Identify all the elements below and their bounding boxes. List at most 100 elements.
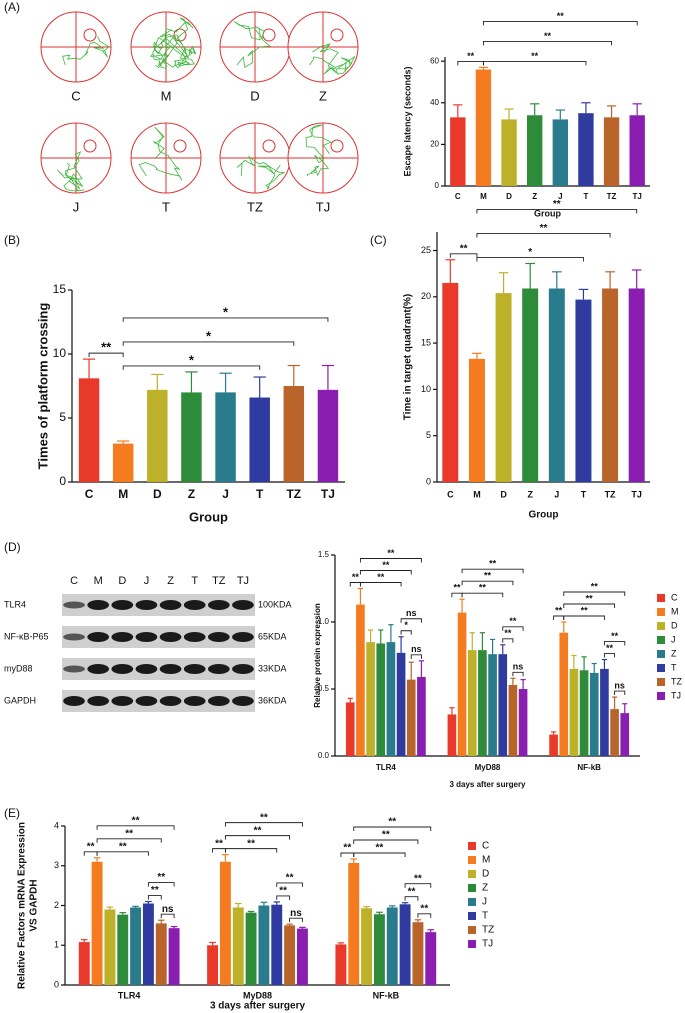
significance-label: ns	[614, 680, 625, 690]
significance-bracket	[289, 917, 303, 923]
blot-lane-label: TZ	[212, 575, 226, 587]
maze-platform	[330, 28, 344, 42]
bar	[366, 642, 375, 756]
significance-label: **	[101, 340, 112, 355]
maze-label: C	[71, 88, 80, 103]
y-tick-label: 4	[54, 820, 59, 830]
significance-label: ns	[162, 904, 174, 915]
blot-band	[63, 696, 85, 706]
bar	[376, 643, 386, 756]
blot-strip	[62, 594, 255, 616]
significance-label: *	[528, 247, 532, 258]
significance-bracket	[276, 882, 303, 887]
significance-bracket	[603, 641, 626, 646]
blot-strip	[62, 658, 255, 680]
blot-lane-label: T	[191, 575, 198, 587]
y-axis-title: Times of platform crossing	[35, 303, 50, 470]
blot-band	[207, 600, 230, 610]
blot-row-label: GAPDH	[4, 695, 36, 705]
bar	[478, 650, 487, 756]
blot-band	[232, 664, 254, 674]
x-axis-title: 3 days after surgery	[449, 780, 526, 789]
legend-label: TZ	[482, 925, 494, 936]
maze-platform	[330, 139, 344, 153]
blot-band	[207, 696, 230, 706]
significance-label: **	[87, 841, 95, 852]
significance-bracket	[553, 615, 565, 620]
bar	[552, 119, 568, 186]
legend-swatch	[468, 870, 476, 878]
y-axis-title: Relative Factors mRNA Expression	[17, 822, 28, 989]
blot-lane-label: C	[70, 575, 78, 587]
significance-bracket	[224, 822, 303, 827]
significance-bracket	[404, 883, 432, 888]
y-tick-label: 60	[430, 56, 439, 65]
bar	[373, 914, 385, 985]
legend-swatch	[468, 926, 476, 934]
significance-bracket	[563, 603, 616, 608]
y-tick-label: 10	[421, 384, 431, 394]
significance-label: **	[420, 903, 428, 914]
bar	[356, 604, 365, 756]
blot-band	[63, 665, 85, 673]
bar	[345, 702, 355, 756]
blot-band	[232, 632, 254, 642]
significance-bracket	[353, 852, 406, 857]
bar	[447, 714, 457, 756]
legend-swatch	[657, 636, 665, 644]
x-tick-label: TLR4	[376, 763, 397, 772]
blot-band	[87, 696, 110, 706]
y-tick-label: 5	[426, 430, 431, 440]
legend-swatch	[657, 622, 665, 630]
bar	[579, 670, 589, 756]
bar	[457, 612, 467, 756]
bar	[417, 676, 426, 756]
y-tick-label: 20	[421, 291, 431, 301]
significance-bracket	[563, 615, 605, 620]
legend-swatch	[468, 856, 476, 864]
significance-bracket	[482, 40, 613, 46]
significance-bracket	[224, 848, 278, 853]
legend-label: C	[482, 841, 489, 852]
maze-track	[309, 43, 356, 75]
significance-label: **	[479, 583, 487, 593]
x-tick-label: MyD88	[475, 763, 501, 772]
bar	[425, 932, 437, 985]
maze-label: J	[73, 199, 80, 214]
maze-track	[233, 21, 271, 69]
significance-label: *	[223, 304, 229, 319]
x-tick-label: TZ	[286, 487, 301, 501]
significance-label: **	[414, 873, 422, 884]
significance-label: **	[553, 199, 561, 210]
legend-swatch	[657, 692, 665, 700]
significance-label: **	[540, 223, 548, 234]
y-tick-label: 2	[54, 900, 59, 910]
significance-label: **	[151, 885, 159, 896]
bar	[467, 650, 477, 756]
significance-label: **	[215, 838, 223, 849]
x-tick-label: D	[153, 487, 162, 501]
significance-bracket	[349, 582, 361, 587]
significance-bracket	[96, 838, 162, 843]
maze-label: M	[161, 88, 172, 103]
x-tick-label: T	[581, 489, 587, 499]
significance-bracket	[482, 60, 587, 66]
bar	[488, 654, 497, 756]
maze-track	[150, 17, 197, 69]
bar	[575, 299, 592, 482]
maze-platform	[173, 139, 187, 153]
bar	[142, 903, 154, 985]
bar	[548, 288, 565, 482]
blot-lane-label: J	[144, 575, 150, 587]
significance-bracket	[147, 895, 162, 900]
significance-bracket	[449, 253, 478, 258]
bar	[258, 905, 270, 985]
blot-strip	[62, 626, 255, 648]
bar	[602, 288, 619, 482]
bar	[232, 907, 244, 985]
bar	[219, 861, 231, 985]
significance-label: **	[132, 815, 140, 826]
significance-bracket	[224, 835, 291, 840]
blot-band	[135, 632, 158, 642]
